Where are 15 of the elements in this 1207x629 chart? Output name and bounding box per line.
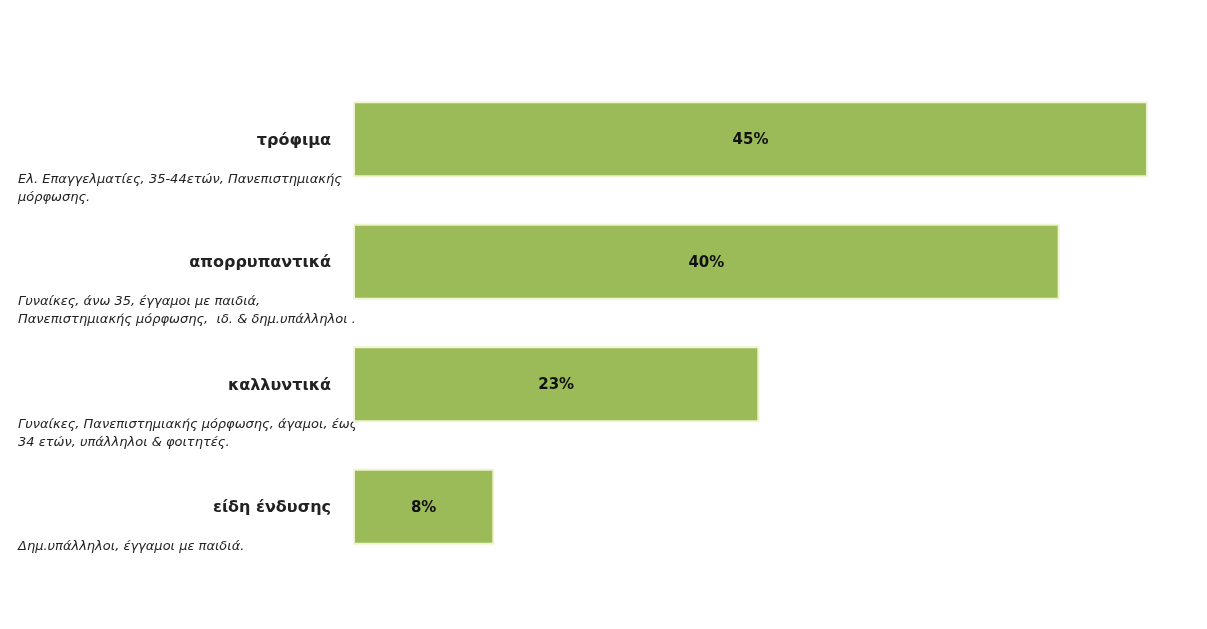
data-label: 23% — [538, 375, 575, 394]
y-tick-label: καλλυντικά — [227, 374, 331, 394]
text: Ελ. Επαγγελματίες, 35-44ετών, Πανεπιστημιακής μόρφωσης. — [17, 170, 346, 204]
bar — [353, 468, 495, 545]
data-label: 8% — [410, 497, 437, 516]
bar — [353, 223, 1060, 300]
text: Δημ.υπάλληλοι, έγγαμοι με παιδιά. — [17, 538, 245, 554]
y-tick-label: είδη ένδυσης — [212, 497, 331, 517]
bar — [353, 101, 1148, 178]
annotation: Γυναίκες, άνω 35, έγγαμοι με παιδιά, Πανεπιστημιακής μόρφωσης, ιδ. & δημ.υπάλληλοι . — [18, 293, 356, 327]
data-label: 45% — [732, 130, 769, 149]
annotation: Γυναίκες, Πανεπιστημιακής μόρφωσης, άγαμοι, έως 34 ετών, υπάλληλοι & φοιτητές. — [18, 415, 362, 449]
y-tick-label: απορρυπαντικά — [189, 252, 332, 272]
y-tick-label: τρόφιμα — [256, 129, 332, 149]
data-label: 40% — [688, 252, 725, 271]
